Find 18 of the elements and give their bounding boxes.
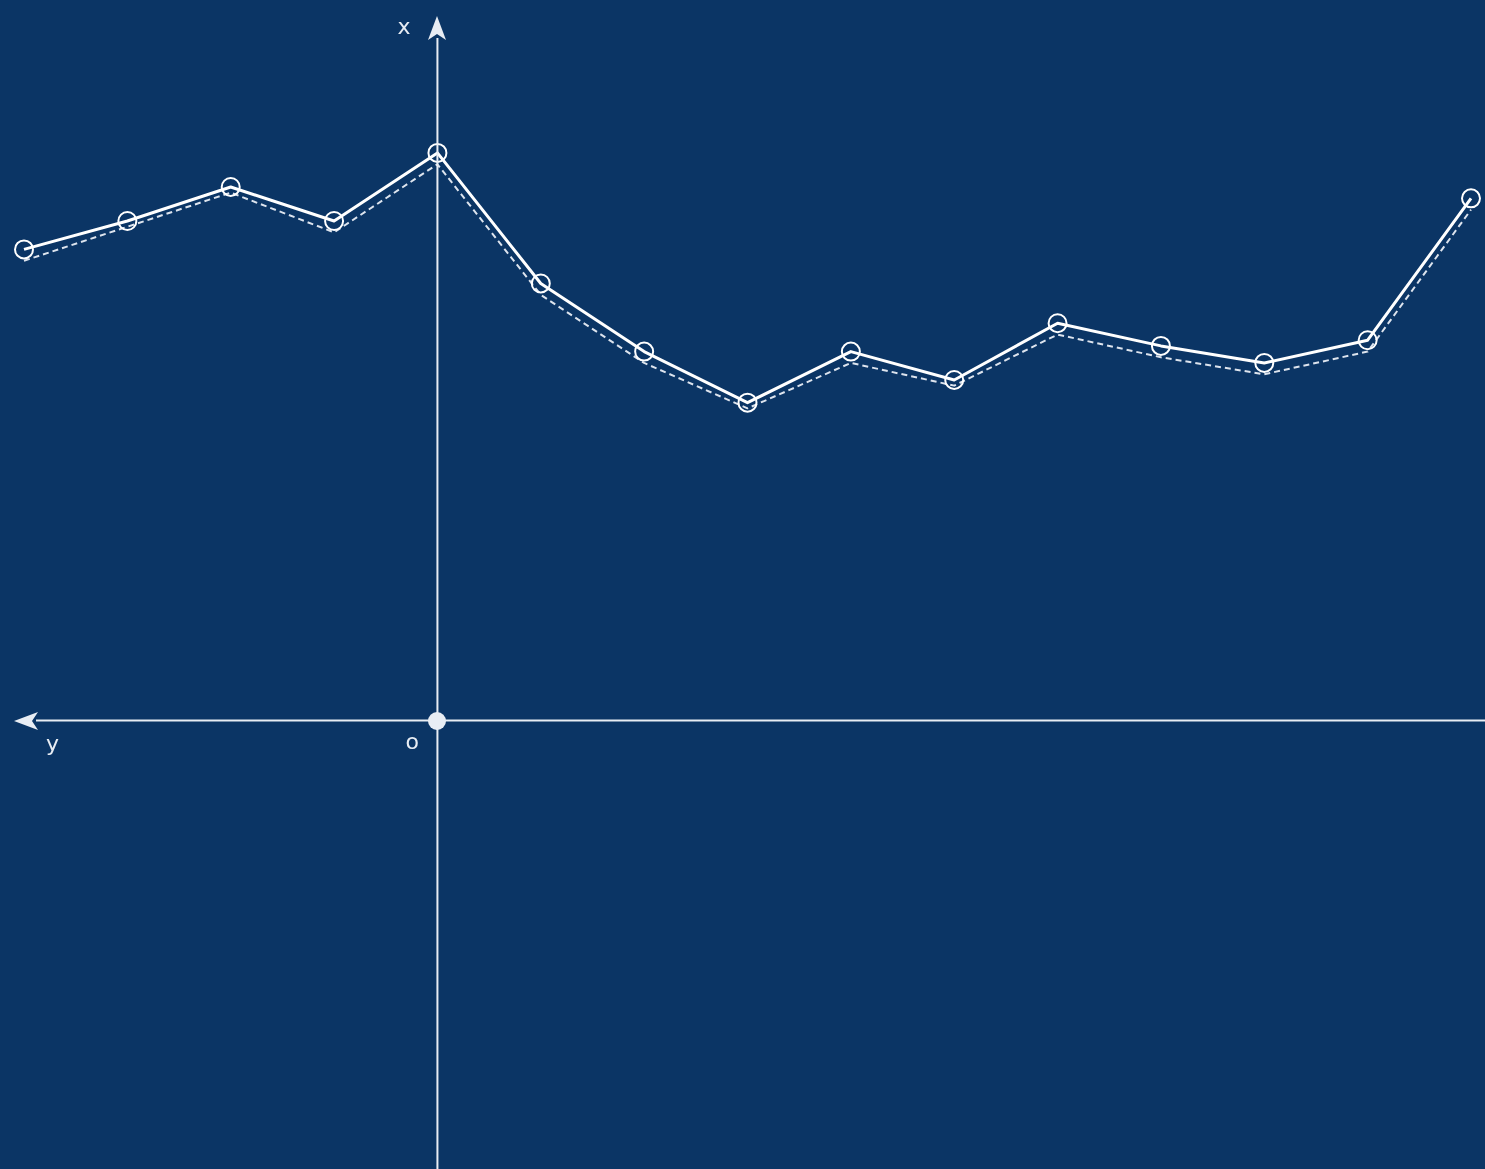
point (1254, 352, 1275, 373)
text: y (46, 730, 60, 757)
text: x (397, 14, 411, 40)
point (944, 369, 965, 390)
point (14, 239, 34, 260)
point (1047, 313, 1068, 334)
point (530, 273, 551, 294)
point (117, 211, 138, 232)
text: o (405, 728, 419, 755)
point (1150, 335, 1171, 356)
point (634, 341, 655, 362)
point (840, 341, 861, 362)
point (324, 211, 345, 232)
point (427, 142, 448, 163)
point (737, 392, 758, 413)
point (220, 176, 241, 197)
point (1461, 188, 1481, 209)
point (1357, 330, 1378, 351)
